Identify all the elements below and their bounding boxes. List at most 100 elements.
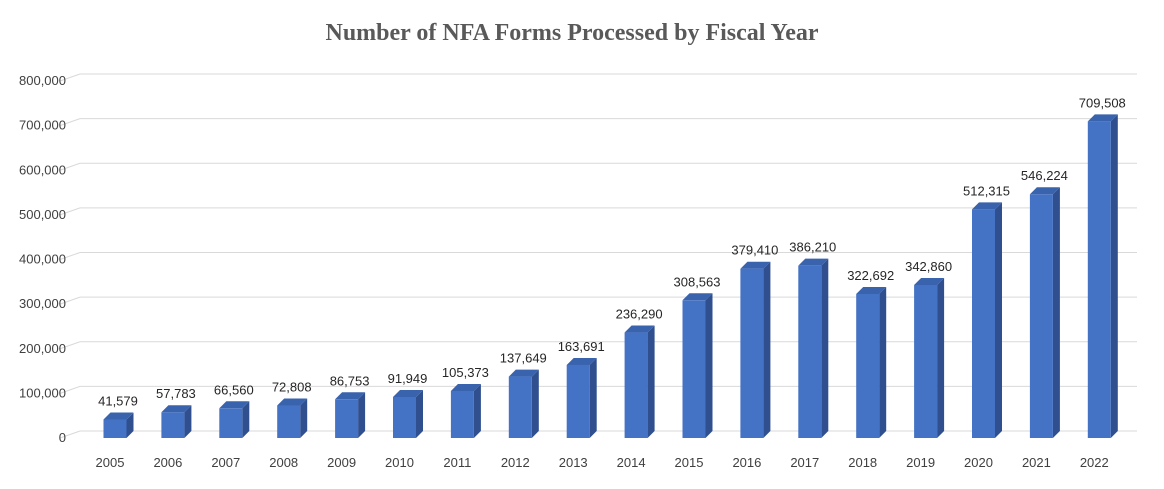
bar-top [682, 293, 713, 301]
data-label: 379,410 [731, 243, 778, 258]
data-label: 105,373 [442, 365, 489, 380]
x-tick-label: 2021 [1022, 455, 1051, 470]
data-label: 308,563 [674, 274, 721, 289]
x-tick-label: 2017 [790, 455, 819, 470]
data-label: 322,692 [847, 268, 894, 283]
x-tick-label: 2007 [211, 455, 240, 470]
bar-side [242, 401, 250, 438]
bars [103, 114, 1118, 439]
x-tick-label: 2008 [269, 455, 298, 470]
bar-side [821, 258, 829, 438]
bar-top [277, 398, 308, 406]
bar-top [219, 401, 250, 409]
x-tick-label: 2013 [559, 455, 588, 470]
data-label: 386,210 [789, 240, 836, 255]
bar-side [358, 392, 366, 438]
x-tick-label: 2018 [848, 455, 877, 470]
data-label: 86,753 [330, 373, 370, 388]
data-label: 163,691 [558, 339, 605, 354]
data-label: 72,808 [272, 380, 312, 395]
bar-top [450, 383, 481, 391]
y-axis-ticks: 0 100,000 200,000 300,000 400,000 500,000 600,… [19, 73, 66, 445]
bar-side [763, 261, 771, 438]
gridline-depth [59, 385, 81, 394]
gridline-depth [59, 252, 81, 260]
data-label: 236,290 [616, 307, 663, 322]
bar [624, 332, 648, 438]
y-tick-label: 400,000 [19, 252, 66, 267]
gridline-depth [59, 296, 81, 305]
x-tick-label: 2016 [732, 455, 761, 470]
bar-top [393, 389, 423, 397]
bar [740, 268, 764, 438]
x-tick-label: 2014 [617, 455, 646, 470]
bar [972, 209, 995, 438]
gridlines [59, 73, 1137, 439]
y-tick-label: 300,000 [19, 296, 66, 311]
bar [566, 364, 590, 438]
x-tick-label: 2011 [443, 455, 471, 470]
data-label: 546,224 [1021, 168, 1068, 183]
data-label: 41,579 [98, 393, 138, 408]
bar-side [1110, 114, 1118, 439]
data-label: 512,315 [963, 183, 1010, 198]
y-tick-label: 500,000 [19, 207, 66, 222]
bar-side [589, 357, 597, 438]
data-labels: 41,579 57,783 66,560 72,808 86,753 91,949 105,… [98, 95, 1126, 408]
bar [335, 399, 359, 438]
bar [914, 284, 938, 438]
data-label: 57,783 [156, 386, 196, 401]
x-tick-label: 2009 [327, 455, 356, 470]
bar [393, 396, 416, 438]
bar-top [972, 202, 1002, 210]
bar-top [103, 412, 134, 420]
x-tick-label: 2022 [1080, 455, 1109, 470]
bar-side [647, 325, 655, 438]
x-tick-label: 2005 [96, 455, 125, 470]
data-label: 137,649 [500, 351, 547, 366]
y-tick-label: 0 [59, 430, 66, 445]
gridline-depth [59, 430, 81, 439]
gridline-depth [59, 341, 81, 350]
gridline-depth [59, 73, 81, 82]
x-tick-label: 2015 [675, 455, 704, 470]
bar-side [473, 383, 481, 438]
bar-top [914, 277, 945, 285]
bar [103, 419, 127, 438]
bar [508, 376, 532, 438]
bar-top [1029, 187, 1060, 195]
data-label: 342,860 [905, 259, 952, 274]
y-tick-label: 600,000 [19, 162, 66, 177]
gridline-depth [59, 118, 81, 127]
bar [682, 300, 706, 438]
bar-top [508, 369, 539, 377]
bar-side [184, 405, 192, 438]
bar [798, 265, 822, 438]
data-label: 66,560 [214, 382, 254, 397]
chart-title: Number of NFA Forms Processed by Fiscal … [325, 20, 819, 46]
bar-top [740, 261, 771, 269]
bar-top [161, 405, 192, 413]
bar-side [416, 389, 423, 438]
bar-top [1087, 114, 1118, 122]
y-tick-label: 700,000 [19, 118, 66, 133]
x-tick-label: 2012 [501, 455, 530, 470]
bar-side [879, 286, 887, 438]
x-tick-label: 2020 [964, 455, 993, 470]
bar [1029, 194, 1053, 438]
bar-top [856, 286, 887, 294]
bar [450, 390, 474, 438]
gridline-depth [59, 207, 81, 216]
bar-side [300, 398, 308, 438]
bar-side [937, 277, 945, 438]
gridline-depth [59, 162, 81, 171]
bar [161, 412, 185, 438]
bar-top [566, 357, 597, 365]
bar-side [1052, 187, 1060, 438]
bar-side [126, 412, 134, 438]
data-label: 709,508 [1079, 95, 1126, 110]
bar-top [798, 258, 829, 266]
y-tick-label: 800,000 [19, 73, 66, 88]
